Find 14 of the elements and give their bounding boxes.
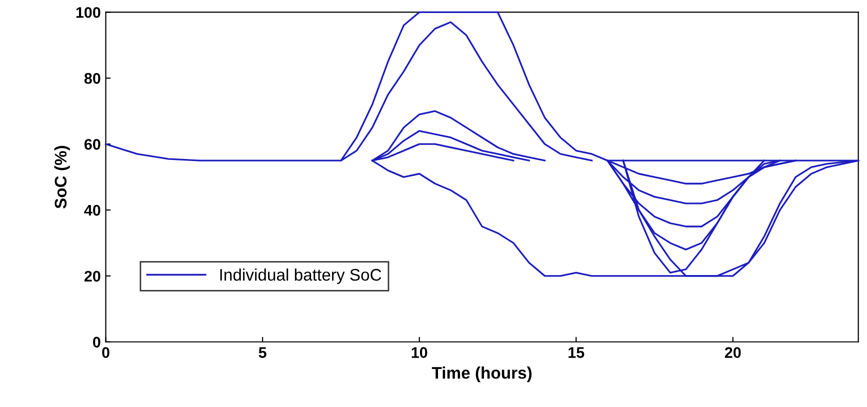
y-tick-label: 100 xyxy=(76,7,100,18)
x-axis-title: Time (hours) xyxy=(432,366,532,382)
x-tick-label: 20 xyxy=(724,347,741,358)
y-tick-label: 20 xyxy=(84,270,100,282)
x-tick-label: 15 xyxy=(568,347,584,358)
y-tick-label: 0 xyxy=(93,336,100,348)
x-tick-label: 10 xyxy=(412,347,428,358)
y-axis-title: SoC (%) xyxy=(54,146,70,209)
y-tick-label: 40 xyxy=(84,204,100,216)
legend-label: Individual battery SoC xyxy=(220,268,382,284)
y-tick-label: 80 xyxy=(84,73,100,84)
x-tick-label: 5 xyxy=(258,347,266,358)
x-tick-label: 0 xyxy=(102,347,110,358)
y-tick-label: 60 xyxy=(84,138,100,150)
